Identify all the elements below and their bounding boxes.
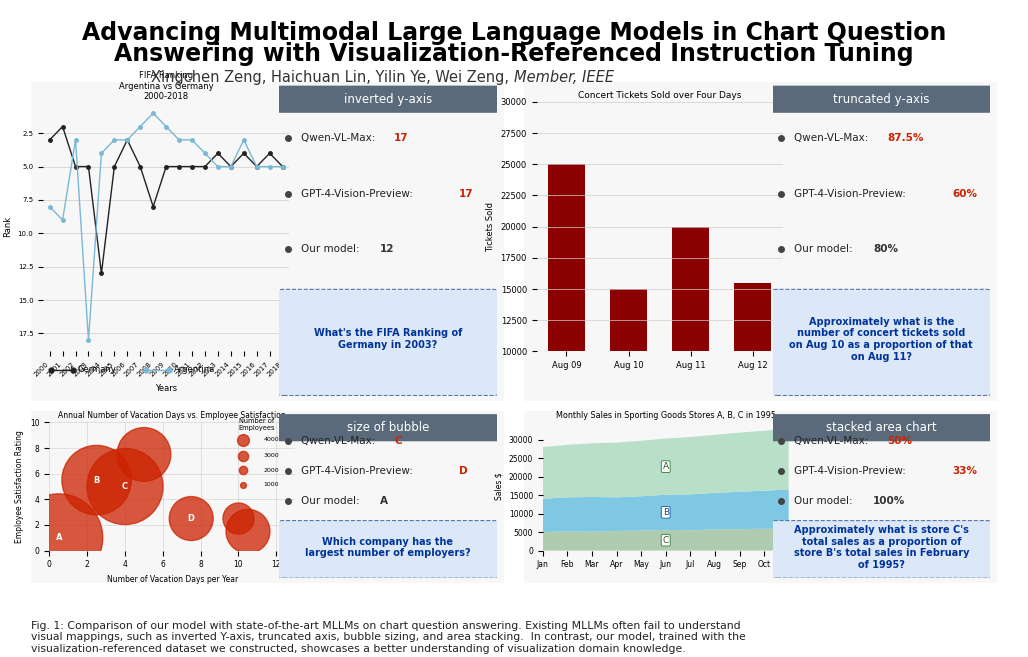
Y-axis label: Employee Satisfaction Rating: Employee Satisfaction Rating: [15, 430, 25, 543]
Point: [117, 481, 134, 491]
Text: Qwen-VL-Max:: Qwen-VL-Max:: [795, 133, 872, 143]
Text: Member, IEEE: Member, IEEE: [514, 70, 614, 85]
Text: Number of
Employees: Number of Employees: [237, 418, 274, 430]
Bar: [548, 164, 585, 476]
Point: [234, 435, 251, 445]
Text: 1000: 1000: [263, 482, 279, 487]
Text: 87.5%: 87.5%: [887, 133, 924, 143]
Point: [234, 450, 251, 461]
Text: Approximately what is the
number of concert tickets sold
on Aug 10 as a proporti: Approximately what is the number of conc…: [790, 317, 974, 361]
Y-axis label: Tickets Sold: Tickets Sold: [486, 202, 494, 252]
Text: Qwen-VL-Max:: Qwen-VL-Max:: [301, 436, 378, 446]
Text: Which company has the
largest number of employers?: Which company has the largest number of …: [305, 537, 471, 558]
Text: Qwen-VL-Max:: Qwen-VL-Max:: [301, 133, 378, 143]
Text: Our model:: Our model:: [795, 496, 856, 506]
Text: Qwen-VL-Max:: Qwen-VL-Max:: [795, 436, 872, 446]
Point: [234, 465, 251, 476]
Point: [183, 513, 199, 524]
Text: 33%: 33%: [952, 466, 978, 476]
FancyBboxPatch shape: [768, 289, 994, 396]
X-axis label: Number of Vacation Days per Year: Number of Vacation Days per Year: [107, 575, 237, 584]
Text: GPT-4-Vision-Preview:: GPT-4-Vision-Preview:: [301, 466, 416, 476]
Text: B: B: [94, 476, 100, 485]
Text: GPT-4-Vision-Preview:: GPT-4-Vision-Preview:: [795, 189, 910, 198]
Text: Fig. 1: Comparison of our model with state-of-the-art MLLMs on chart question an: Fig. 1: Comparison of our model with sta…: [31, 621, 745, 654]
Point: [234, 480, 251, 490]
Text: A: A: [379, 496, 388, 506]
Text: Argentina: Argentina: [174, 365, 215, 374]
Text: inverted y-axis: inverted y-axis: [343, 93, 432, 106]
Text: C: C: [663, 535, 669, 545]
FancyBboxPatch shape: [270, 85, 506, 113]
FancyBboxPatch shape: [24, 78, 511, 405]
Text: stacked area chart: stacked area chart: [825, 421, 937, 434]
Y-axis label: Rank: Rank: [3, 216, 12, 237]
Text: Our model:: Our model:: [301, 244, 363, 254]
Title: Monthly Sales in Sporting Goods Stores A, B, C in 1995: Monthly Sales in Sporting Goods Stores A…: [556, 411, 776, 420]
Text: Our model:: Our model:: [301, 496, 363, 506]
Point: [136, 449, 152, 460]
Text: 12: 12: [379, 244, 395, 254]
FancyBboxPatch shape: [24, 408, 511, 586]
Title: Annual Number of Vacation Days vs. Employee Satisfaction: Annual Number of Vacation Days vs. Emplo…: [59, 411, 286, 420]
Text: C: C: [122, 482, 128, 491]
Text: 3000: 3000: [263, 453, 279, 458]
Bar: [734, 283, 771, 476]
Text: size of bubble: size of bubble: [346, 421, 429, 434]
Text: truncated y-axis: truncated y-axis: [833, 93, 929, 106]
FancyBboxPatch shape: [764, 414, 999, 442]
Text: 50%: 50%: [887, 436, 913, 446]
Text: 60%: 60%: [952, 189, 978, 198]
FancyBboxPatch shape: [274, 520, 501, 578]
Text: Our model:: Our model:: [795, 244, 856, 254]
Text: D: D: [458, 466, 468, 476]
Bar: [672, 227, 709, 476]
Y-axis label: Sales $: Sales $: [494, 472, 503, 501]
Point: [88, 475, 105, 486]
X-axis label: Years: Years: [155, 384, 177, 393]
Text: A: A: [56, 533, 62, 542]
Text: 17: 17: [394, 133, 409, 143]
Text: What's the FIFA Ranking of
Germany in 2003?: What's the FIFA Ranking of Germany in 20…: [314, 328, 462, 350]
Point: [240, 526, 256, 537]
Title: FIFA Ranking
Argentina vs Germany
2000-2018: FIFA Ranking Argentina vs Germany 2000-2…: [119, 71, 214, 101]
Text: Xingchen Zeng, Haichuan Lin, Yilin Ye, Wei Zeng,: Xingchen Zeng, Haichuan Lin, Yilin Ye, W…: [151, 70, 514, 85]
FancyBboxPatch shape: [270, 414, 506, 442]
Text: 2000: 2000: [263, 468, 279, 473]
Text: B: B: [663, 508, 669, 517]
FancyBboxPatch shape: [768, 520, 994, 578]
FancyBboxPatch shape: [764, 85, 999, 113]
Text: Approximately what is store C's
total sales as a proportion of
store B's total s: Approximately what is store C's total sa…: [794, 525, 969, 570]
Text: GPT-4-Vision-Preview:: GPT-4-Vision-Preview:: [301, 189, 416, 198]
Text: Advancing Multimodal Large Language Models in Chart Question: Advancing Multimodal Large Language Mode…: [82, 21, 946, 45]
Text: 100%: 100%: [873, 496, 906, 506]
Text: 80%: 80%: [873, 244, 898, 254]
Text: Answering with Visualization-Referenced Instruction Tuning: Answering with Visualization-Referenced …: [114, 42, 914, 66]
Text: D: D: [188, 514, 194, 523]
Bar: [610, 289, 648, 476]
Text: 17: 17: [458, 189, 474, 198]
Text: Germany: Germany: [77, 365, 116, 374]
FancyBboxPatch shape: [517, 78, 1004, 405]
Text: GPT-4-Vision-Preview:: GPT-4-Vision-Preview:: [795, 466, 910, 476]
FancyBboxPatch shape: [517, 408, 1004, 586]
Point: [50, 532, 67, 543]
FancyBboxPatch shape: [274, 289, 501, 396]
Point: [230, 513, 247, 524]
Text: 4000: 4000: [263, 438, 279, 443]
Title: Concert Tickets Sold over Four Days: Concert Tickets Sold over Four Days: [578, 91, 741, 100]
Text: C: C: [394, 436, 402, 446]
Text: A: A: [663, 462, 669, 471]
